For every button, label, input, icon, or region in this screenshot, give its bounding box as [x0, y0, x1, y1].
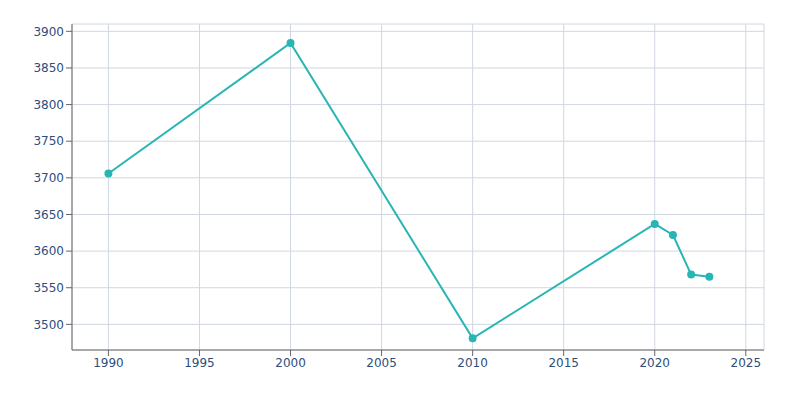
svg-text:3550: 3550: [33, 281, 64, 295]
svg-text:2005: 2005: [366, 356, 397, 370]
svg-text:3750: 3750: [33, 134, 64, 148]
svg-text:2010: 2010: [457, 356, 488, 370]
svg-text:2025: 2025: [731, 356, 762, 370]
svg-text:2020: 2020: [639, 356, 670, 370]
svg-text:3850: 3850: [33, 61, 64, 75]
svg-text:3700: 3700: [33, 171, 64, 185]
svg-text:3500: 3500: [33, 318, 64, 332]
svg-text:3650: 3650: [33, 208, 64, 222]
svg-text:2015: 2015: [548, 356, 579, 370]
svg-text:3900: 3900: [33, 25, 64, 39]
svg-text:3600: 3600: [33, 244, 64, 258]
svg-text:1995: 1995: [184, 356, 215, 370]
svg-text:3800: 3800: [33, 98, 64, 112]
svg-text:2000: 2000: [275, 356, 306, 370]
svg-text:1990: 1990: [93, 356, 124, 370]
